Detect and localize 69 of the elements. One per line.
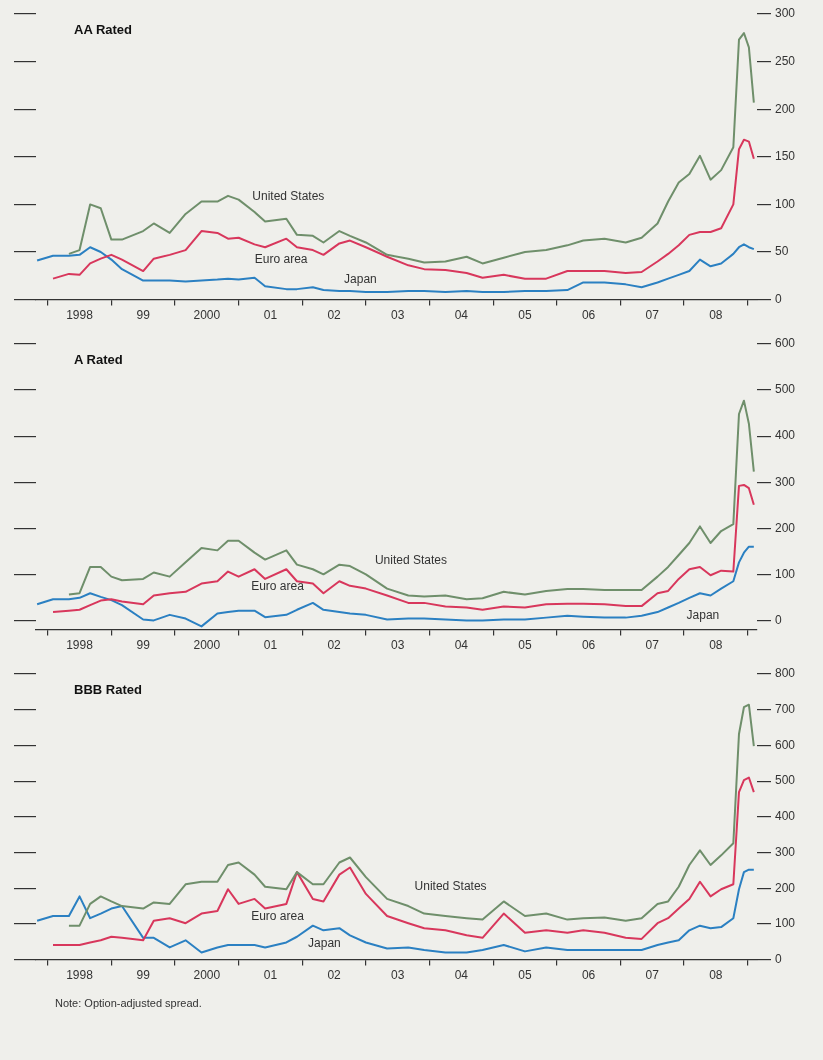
- y-tick-label: 0: [774, 951, 782, 966]
- x-tick-label: 08: [709, 638, 723, 653]
- y-tick-label: 700: [774, 702, 796, 717]
- x-tick-label: 1998: [66, 638, 94, 653]
- y-tick-label: 200: [774, 520, 796, 535]
- y-tick-label: 100: [774, 916, 796, 931]
- x-tick-label: 03: [391, 638, 405, 653]
- y-tick-label: 100: [774, 196, 796, 211]
- y-tick-label: 0: [774, 291, 782, 306]
- y-tick-label: 300: [774, 474, 796, 489]
- x-tick-label: 05: [518, 308, 532, 323]
- x-tick-label: 05: [518, 968, 532, 983]
- y-tick-label: 500: [774, 773, 796, 788]
- y-tick-label: 200: [774, 880, 796, 895]
- x-tick-label: 99: [136, 968, 151, 983]
- series-label: Japan: [308, 936, 341, 951]
- x-tick-label: 2000: [193, 968, 221, 983]
- series-label: United States: [374, 553, 447, 568]
- x-tick-label: 02: [327, 308, 342, 323]
- y-tick-label: 400: [774, 428, 796, 443]
- x-tick-label: 1998: [66, 308, 94, 323]
- y-tick-label: 300: [774, 844, 796, 859]
- y-tick-label: 0: [774, 612, 782, 627]
- x-tick-label: 06: [581, 638, 596, 653]
- x-tick-label: 2000: [193, 308, 221, 323]
- x-tick-label: 07: [645, 308, 660, 323]
- y-tick-label: 50: [774, 244, 789, 259]
- x-tick-label: 07: [645, 968, 660, 983]
- y-tick-label: 600: [774, 336, 796, 351]
- x-tick-label: 99: [136, 638, 151, 653]
- x-tick-label: 08: [709, 968, 723, 983]
- x-tick-label: 04: [454, 308, 469, 323]
- x-tick-label: 2000: [193, 638, 221, 653]
- series-label: Japan: [344, 271, 377, 286]
- x-tick-label: 04: [454, 638, 469, 653]
- y-tick-label: 800: [774, 666, 796, 681]
- x-tick-label: 01: [263, 638, 278, 653]
- x-tick-label: 02: [327, 968, 342, 983]
- y-tick-label: 250: [774, 53, 796, 68]
- x-tick-label: 03: [391, 308, 405, 323]
- series-label: Japan: [686, 607, 720, 622]
- x-tick-label: 05: [518, 638, 532, 653]
- y-tick-label: 150: [774, 149, 796, 164]
- x-tick-label: 02: [327, 638, 342, 653]
- x-tick-label: 03: [391, 968, 405, 983]
- text: AA Rated: [74, 21, 133, 37]
- x-tick-label: 01: [263, 308, 278, 323]
- y-tick-label: 300: [774, 6, 796, 21]
- y-tick-label: 200: [774, 101, 796, 116]
- y-tick-label: 500: [774, 382, 796, 397]
- y-tick-label: 600: [774, 737, 796, 752]
- x-tick-label: 06: [581, 308, 596, 323]
- y-tick-label: 100: [774, 566, 796, 581]
- series-label: Euro area: [254, 251, 308, 266]
- x-tick-label: 07: [645, 638, 660, 653]
- series-label: United States: [252, 189, 325, 204]
- text: A Rated: [74, 351, 123, 367]
- series-label: Euro area: [251, 909, 305, 924]
- text: Note: Option-adjusted spread.: [55, 996, 203, 1010]
- y-tick-label: 400: [774, 809, 796, 824]
- x-tick-label: 06: [581, 968, 596, 983]
- series-label: United States: [414, 879, 487, 894]
- x-tick-label: 08: [709, 308, 723, 323]
- text: BBB Rated: [74, 681, 142, 697]
- x-tick-label: 99: [136, 308, 151, 323]
- series-label: Euro area: [251, 579, 305, 594]
- x-tick-label: 01: [263, 968, 278, 983]
- x-tick-label: 1998: [66, 968, 94, 983]
- x-tick-label: 04: [454, 968, 469, 983]
